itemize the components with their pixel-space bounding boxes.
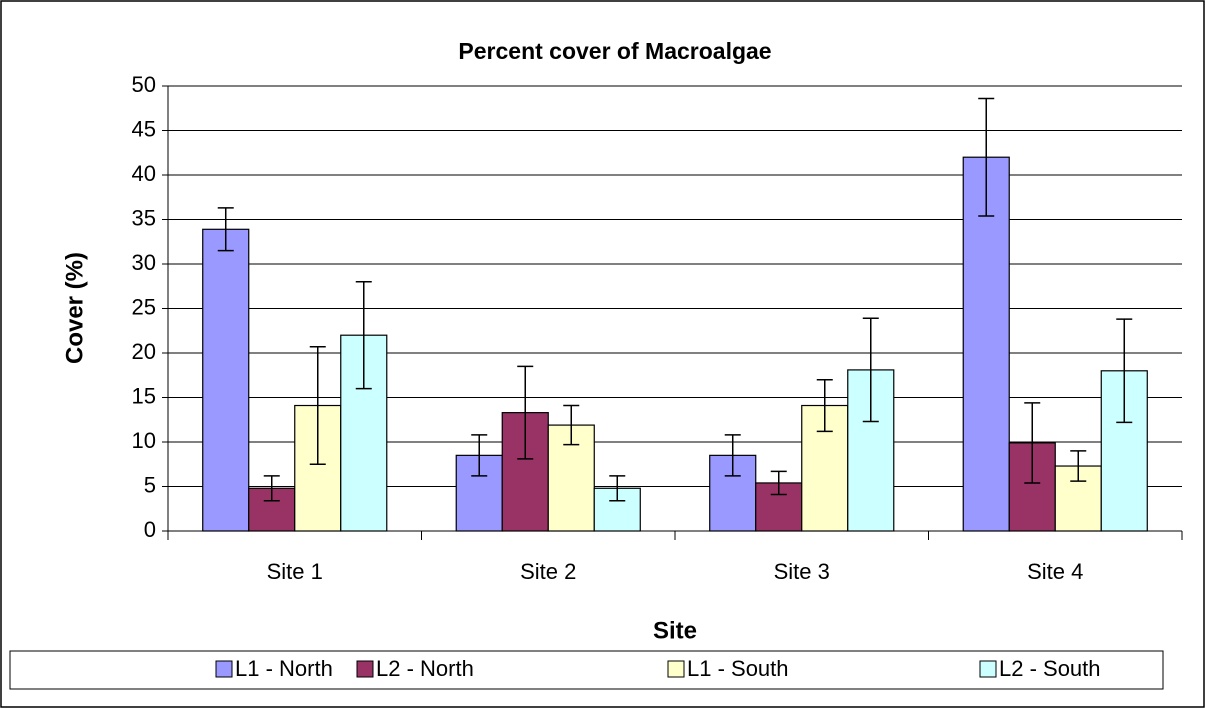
y-tick-label: 40 bbox=[132, 161, 156, 186]
y-tick-label: 35 bbox=[132, 205, 156, 230]
y-tick-label: 5 bbox=[144, 472, 156, 497]
y-tick-label: 25 bbox=[132, 294, 156, 319]
error-bar bbox=[1024, 402, 1041, 484]
y-tick-label: 50 bbox=[132, 72, 156, 97]
error-bar bbox=[563, 404, 580, 446]
error-bar bbox=[217, 207, 234, 252]
error-bar bbox=[770, 470, 787, 496]
y-tick-label: 20 bbox=[132, 339, 156, 364]
y-tick-label: 30 bbox=[132, 250, 156, 275]
error-bar bbox=[355, 281, 372, 390]
error-bar bbox=[1116, 318, 1133, 424]
error-bar bbox=[517, 365, 534, 460]
x-tick-label: Site 4 bbox=[1027, 559, 1083, 584]
legend-swatch bbox=[667, 660, 685, 678]
legend-label: L1 - North bbox=[235, 656, 333, 681]
error-bar bbox=[609, 475, 626, 502]
x-axis-label: Site bbox=[653, 617, 697, 644]
y-axis-label: Cover (%) bbox=[61, 252, 88, 364]
error-bar bbox=[862, 317, 879, 423]
legend-box bbox=[9, 650, 1164, 690]
error-bar bbox=[978, 97, 995, 217]
y-tick-label: 45 bbox=[132, 116, 156, 141]
bar bbox=[962, 156, 1010, 532]
x-tick-label: Site 1 bbox=[267, 559, 323, 584]
legend-swatch bbox=[356, 660, 374, 678]
error-bar bbox=[816, 378, 833, 433]
error-bar bbox=[471, 434, 488, 477]
legend-label: L2 - South bbox=[999, 656, 1101, 681]
chart-title: Percent cover of Macroalgae bbox=[458, 38, 771, 64]
legend-label: L2 - North bbox=[376, 656, 474, 681]
y-tick-label: 10 bbox=[132, 428, 156, 453]
error-bar bbox=[263, 475, 280, 502]
x-tick-label: Site 2 bbox=[520, 559, 576, 584]
y-tick-label: 0 bbox=[144, 517, 156, 542]
x-tick-label: Site 3 bbox=[774, 559, 830, 584]
error-bar bbox=[724, 434, 741, 477]
error-bar bbox=[1070, 450, 1087, 482]
legend-label: L1 - South bbox=[687, 656, 789, 681]
legend-swatch bbox=[215, 660, 233, 678]
legend-swatch bbox=[979, 660, 997, 678]
error-bar bbox=[309, 346, 326, 465]
bar bbox=[202, 228, 250, 532]
y-tick-label: 15 bbox=[132, 383, 156, 408]
